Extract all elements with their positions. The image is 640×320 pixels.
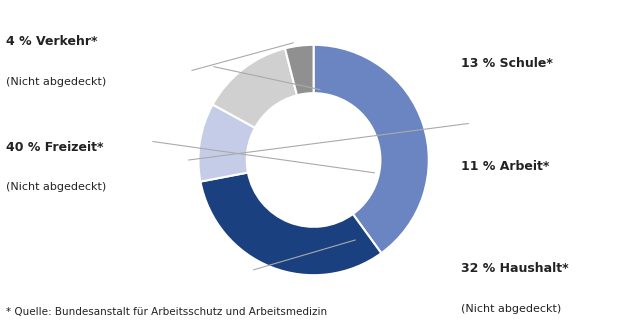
Wedge shape (314, 45, 429, 253)
Text: 32 % Haushalt*: 32 % Haushalt* (461, 262, 568, 275)
Text: 13 % Schule*: 13 % Schule* (461, 57, 553, 70)
Text: 4 % Verkehr*: 4 % Verkehr* (6, 35, 98, 48)
Text: 11 % Arbeit*: 11 % Arbeit* (461, 160, 549, 173)
Wedge shape (285, 45, 314, 95)
Text: (Nicht abgedeckt): (Nicht abgedeckt) (6, 77, 107, 87)
Text: 40 % Freizeit*: 40 % Freizeit* (6, 140, 104, 154)
Text: (Nicht abgedeckt): (Nicht abgedeckt) (6, 182, 107, 192)
Text: * Quelle: Bundesanstalt für Arbeitsschutz und Arbeitsmedizin: * Quelle: Bundesanstalt für Arbeitsschut… (6, 307, 328, 317)
Wedge shape (198, 105, 255, 181)
Wedge shape (212, 48, 297, 128)
Text: (Nicht abgedeckt): (Nicht abgedeckt) (461, 304, 561, 314)
Wedge shape (200, 172, 381, 275)
